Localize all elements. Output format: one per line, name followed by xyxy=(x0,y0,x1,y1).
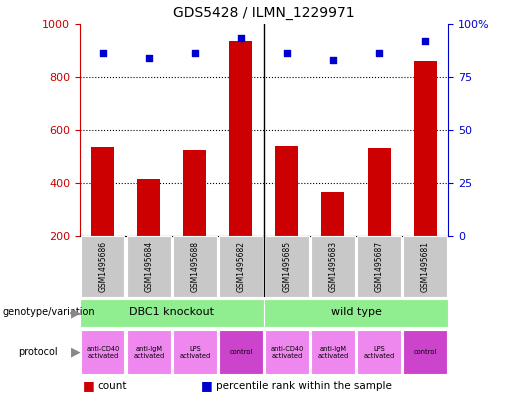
Bar xyxy=(219,330,263,375)
Text: GSM1495687: GSM1495687 xyxy=(374,241,384,292)
Bar xyxy=(403,330,447,375)
Text: percentile rank within the sample: percentile rank within the sample xyxy=(216,381,392,391)
Bar xyxy=(229,41,252,236)
Text: GSM1495688: GSM1495688 xyxy=(191,241,199,292)
Bar xyxy=(276,145,299,236)
Point xyxy=(421,37,429,44)
Point xyxy=(191,50,199,57)
Bar xyxy=(264,299,448,327)
Bar xyxy=(265,236,308,297)
Text: anti-IgM
activated: anti-IgM activated xyxy=(133,345,164,359)
Text: GSM1495683: GSM1495683 xyxy=(329,241,337,292)
Text: DBC1 knockout: DBC1 knockout xyxy=(129,307,214,317)
Text: anti-CD40
activated: anti-CD40 activated xyxy=(86,345,119,359)
Bar xyxy=(414,61,437,236)
Point xyxy=(237,35,245,42)
Point xyxy=(145,54,153,61)
Title: GDS5428 / ILMN_1229971: GDS5428 / ILMN_1229971 xyxy=(173,6,355,20)
Text: protocol: protocol xyxy=(18,347,58,357)
Point xyxy=(283,50,291,57)
Text: control: control xyxy=(229,349,252,355)
Text: ■: ■ xyxy=(82,379,94,393)
Text: anti-CD40
activated: anti-CD40 activated xyxy=(270,345,304,359)
Text: GSM1495681: GSM1495681 xyxy=(421,241,430,292)
Text: anti-IgM
activated: anti-IgM activated xyxy=(317,345,349,359)
Text: ▶: ▶ xyxy=(71,306,81,319)
Bar xyxy=(81,330,125,375)
Bar xyxy=(80,299,264,327)
Bar xyxy=(183,150,207,236)
Bar xyxy=(138,179,160,236)
Point xyxy=(375,50,383,57)
Bar xyxy=(127,330,170,375)
Text: wild type: wild type xyxy=(331,307,382,317)
Bar xyxy=(312,330,355,375)
Point xyxy=(99,50,107,57)
Bar xyxy=(312,236,355,297)
Bar xyxy=(127,236,170,297)
Bar xyxy=(321,192,345,236)
Bar xyxy=(368,148,390,236)
Text: GSM1495685: GSM1495685 xyxy=(282,241,291,292)
Text: count: count xyxy=(98,381,127,391)
Text: LPS
activated: LPS activated xyxy=(179,345,211,359)
Text: GSM1495684: GSM1495684 xyxy=(144,241,153,292)
Bar xyxy=(91,147,114,236)
Text: ▶: ▶ xyxy=(71,345,81,358)
Bar xyxy=(173,236,216,297)
Text: genotype/variation: genotype/variation xyxy=(3,307,95,318)
Bar xyxy=(219,236,263,297)
Text: LPS
activated: LPS activated xyxy=(364,345,394,359)
Bar xyxy=(403,236,447,297)
Bar xyxy=(81,236,125,297)
Text: GSM1495686: GSM1495686 xyxy=(98,241,107,292)
Point xyxy=(329,57,337,63)
Text: control: control xyxy=(414,349,437,355)
Bar xyxy=(173,330,216,375)
Bar xyxy=(357,330,401,375)
Bar xyxy=(357,236,401,297)
Bar xyxy=(265,330,308,375)
Text: GSM1495682: GSM1495682 xyxy=(236,241,246,292)
Text: ■: ■ xyxy=(201,379,213,393)
